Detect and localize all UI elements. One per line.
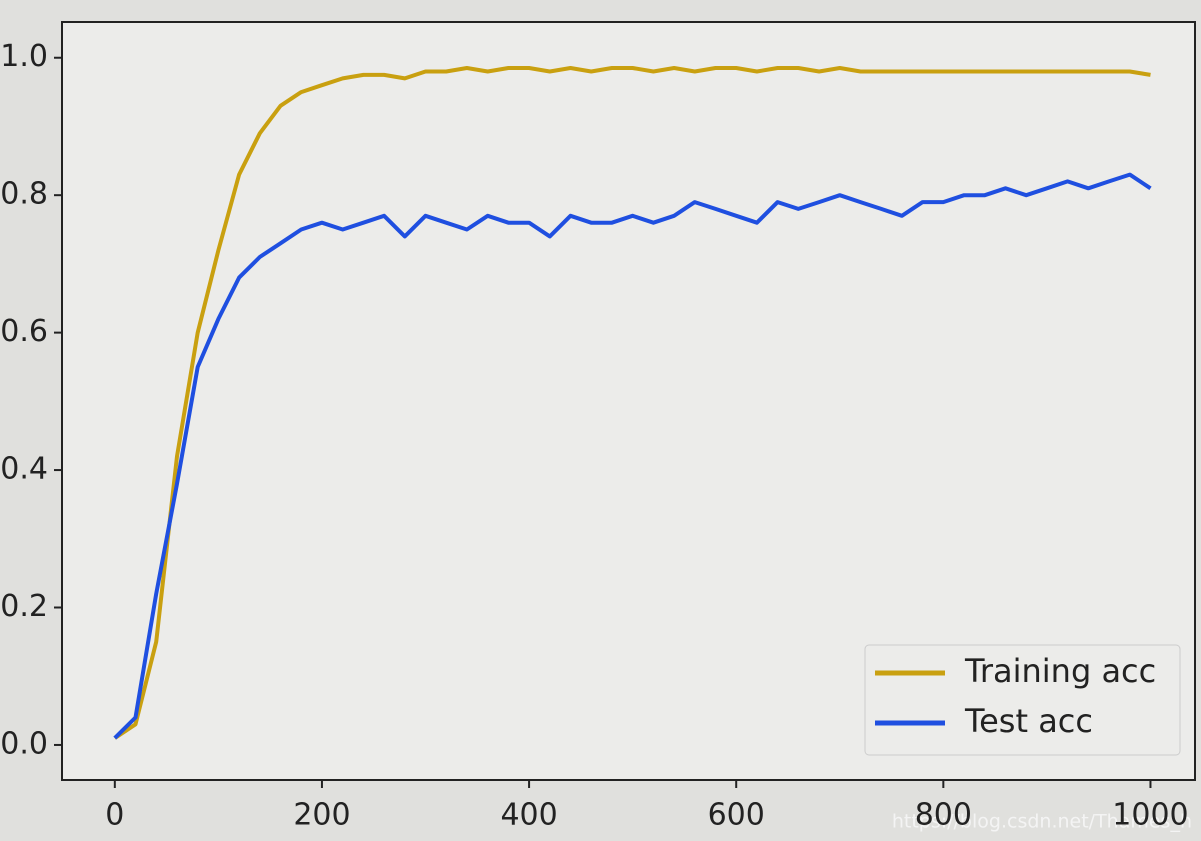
series-line — [113, 172, 1152, 740]
y-tick-label: 0.0 — [0, 726, 48, 761]
y-tick-label: 0.6 — [0, 314, 48, 349]
watermark: https://blog.csdn.net/Thames_h — [892, 811, 1192, 833]
y-tick-label: 0.2 — [0, 589, 48, 624]
x-tick-label: 200 — [293, 798, 350, 833]
x-tick-label: 600 — [708, 798, 765, 833]
x-tick-label: 0 — [105, 798, 124, 833]
x-tick-label: 400 — [500, 798, 557, 833]
series-line — [113, 66, 1151, 740]
legend-label: Training acc — [964, 652, 1156, 690]
y-tick-label: 0.8 — [0, 177, 48, 212]
y-tick-label: 1.0 — [0, 39, 48, 74]
x-tick-label: 800 — [915, 798, 972, 833]
x-tick-label: 1000 — [1112, 798, 1188, 833]
legend-label: Test acc — [964, 702, 1093, 740]
y-tick-label: 0.4 — [0, 452, 48, 487]
